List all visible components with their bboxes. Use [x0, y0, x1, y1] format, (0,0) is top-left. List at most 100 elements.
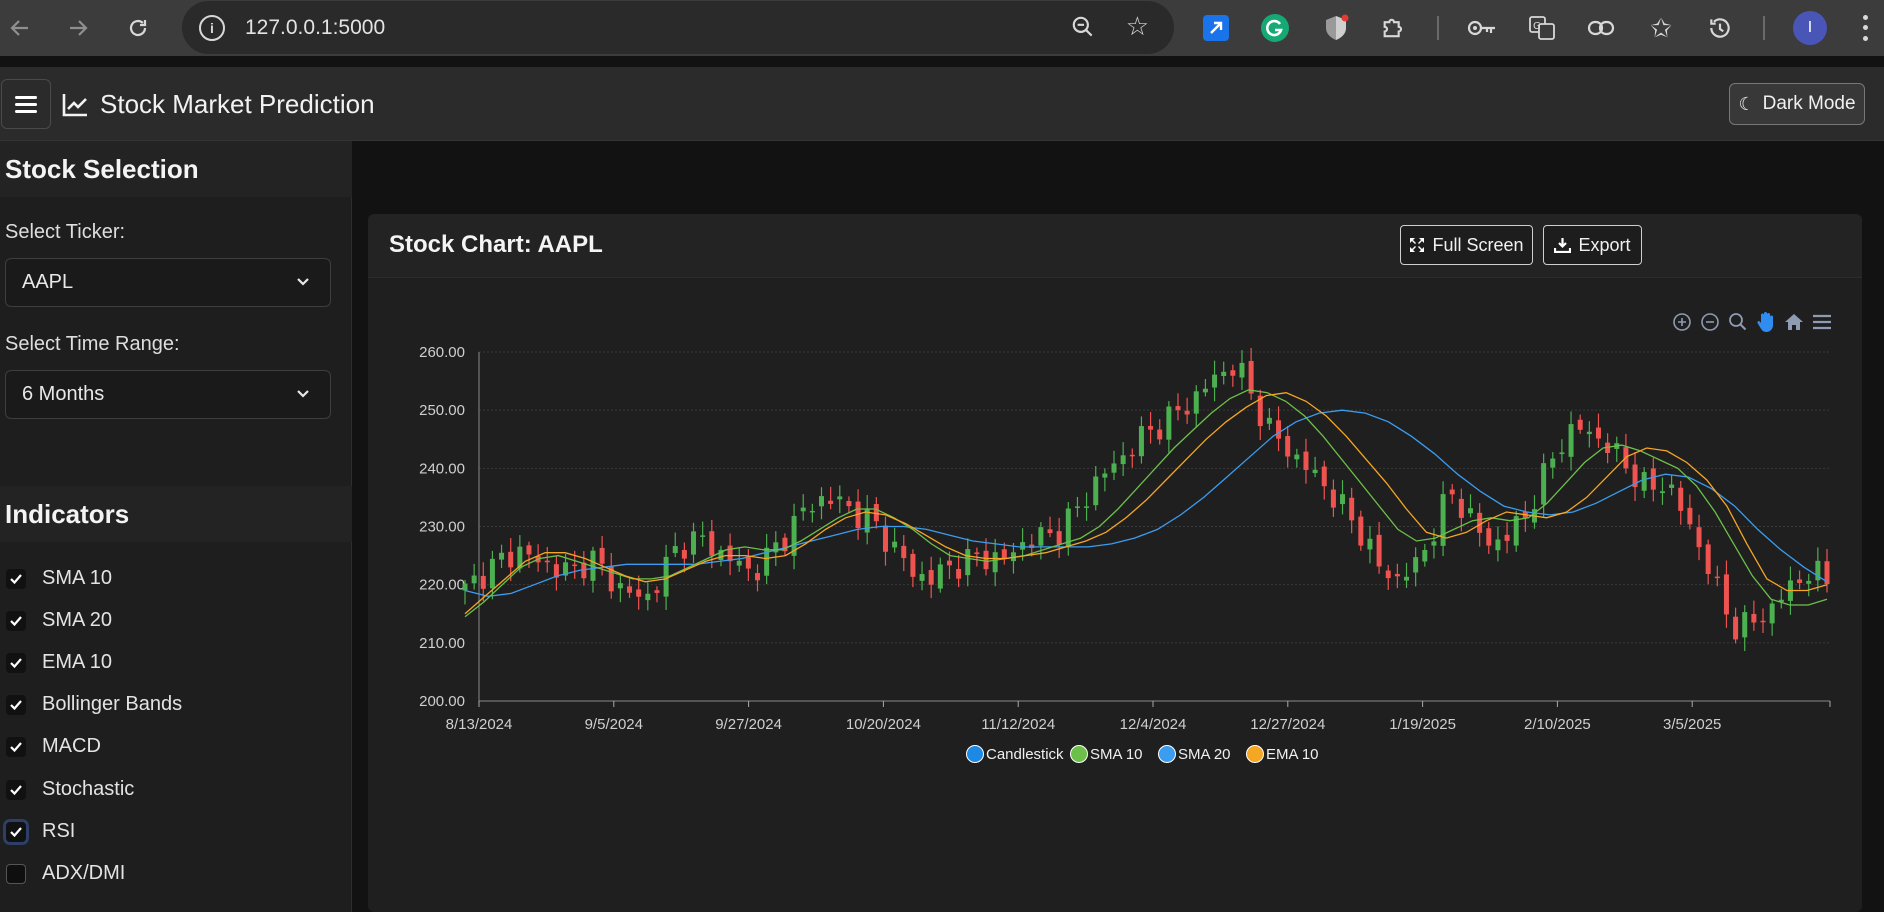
brand[interactable]: Stock Market Prediction [62, 89, 375, 120]
export-button[interactable]: Export [1543, 225, 1642, 265]
candle-body [1687, 507, 1693, 525]
grammarly-icon[interactable] [1259, 12, 1291, 44]
site-info-icon[interactable]: i [199, 14, 225, 41]
candle-body [1751, 613, 1757, 623]
back-button[interactable] [0, 8, 40, 48]
indicator-label: RSI [42, 820, 76, 842]
x-tick-label: 9/27/2024 [715, 716, 782, 733]
candle-body [462, 583, 468, 591]
forward-button[interactable] [58, 8, 98, 48]
checkbox-bollinger[interactable] [6, 694, 26, 715]
candle-body [1678, 487, 1684, 511]
checkmark-icon [10, 657, 22, 668]
link-icon[interactable] [1585, 12, 1617, 44]
candle-body [1020, 542, 1026, 550]
candle-body [1193, 391, 1199, 414]
indicator-ema10[interactable]: EMA 10 [6, 651, 112, 674]
candle-body [617, 583, 623, 589]
reset-home-icon[interactable] [1783, 311, 1805, 333]
indicators-title: Indicators [0, 486, 352, 542]
candle-body [1303, 451, 1309, 470]
candle-body [1559, 452, 1565, 455]
checkmark-icon [10, 699, 22, 710]
checkbox-ema10[interactable] [6, 652, 26, 673]
candle-body [1166, 406, 1172, 440]
favorites-icon[interactable]: ✩ [1650, 12, 1672, 43]
chart-menu-icon[interactable] [1811, 311, 1833, 333]
candle-body [1074, 506, 1080, 508]
url-text[interactable]: 127.0.0.1:5000 [245, 15, 386, 39]
candle-body [755, 573, 761, 581]
browser-toolbar: i 127.0.0.1:5000 ☆ G ✩ I [0, 0, 1884, 56]
candle-body [691, 531, 697, 555]
indicator-macd[interactable]: MACD [6, 735, 101, 758]
ticker-select[interactable]: AAPL [5, 258, 331, 307]
y-tick-label: 260.00 [419, 344, 465, 361]
candle-body [526, 545, 532, 555]
ticker-value: AAPL [22, 271, 74, 293]
checkbox-sma10[interactable] [6, 568, 26, 589]
candle-body [1349, 497, 1355, 521]
history-icon[interactable] [1704, 12, 1736, 44]
time-range-select[interactable]: 6 Months [5, 370, 331, 419]
candle-body [1047, 529, 1053, 534]
chart-card-header: Stock Chart: AAPL Full Screen Export [368, 214, 1862, 278]
y-tick-label: 240.00 [419, 460, 465, 477]
x-tick-label: 1/19/2025 [1389, 716, 1456, 733]
zoom-out-icon[interactable] [1699, 311, 1721, 333]
indicator-label: ADX/DMI [42, 862, 126, 884]
dark-mode-button[interactable]: ☾ Dark Mode [1729, 83, 1865, 125]
shield-extension-icon[interactable] [1320, 12, 1352, 44]
candle-body [553, 564, 559, 578]
indicator-sma10[interactable]: SMA 10 [6, 567, 112, 590]
extensions-puzzle-icon[interactable] [1378, 12, 1410, 44]
indicator-bollinger[interactable]: Bollinger Bands [6, 693, 182, 716]
candle-body [1312, 469, 1318, 474]
candle-body [1742, 612, 1748, 638]
candle-body [1714, 576, 1720, 579]
candle-body [837, 496, 843, 500]
checkbox-stochastic[interactable] [6, 779, 26, 800]
bookmark-star-icon[interactable]: ☆ [1125, 11, 1149, 41]
candle-body [1157, 429, 1163, 440]
checkbox-macd[interactable] [6, 736, 26, 757]
chart-toolbar [1671, 311, 1833, 333]
candlestick-chart[interactable]: 200.00 210.00 220.00 230.00 240.00 250.00 260.… [368, 298, 1862, 838]
reload-button[interactable] [118, 8, 158, 48]
candle-body [1001, 549, 1007, 559]
indicator-adx-dmi[interactable]: ADX/DMI [6, 862, 125, 885]
full-screen-button[interactable]: Full Screen [1400, 225, 1533, 265]
checkbox-rsi[interactable] [6, 821, 26, 842]
indicator-stochastic[interactable]: Stochastic [6, 778, 134, 801]
menu-toggle-button[interactable] [1, 79, 51, 129]
password-key-icon[interactable] [1466, 12, 1498, 44]
candle-body [563, 562, 569, 576]
candle-body [1824, 561, 1830, 585]
browser-menu-icon[interactable] [1862, 12, 1868, 44]
profile-avatar[interactable]: I [1793, 11, 1827, 45]
stock-selection-title: Stock Selection [0, 141, 352, 197]
candle-body [654, 590, 660, 593]
zoom-in-icon[interactable] [1671, 311, 1693, 333]
candle-body [1468, 508, 1474, 514]
pan-hand-icon[interactable] [1755, 311, 1777, 333]
x-tick-label: 10/20/2024 [846, 716, 921, 733]
address-bar[interactable]: i 127.0.0.1:5000 ☆ [182, 1, 1174, 54]
checkbox-adx-dmi[interactable] [6, 863, 26, 884]
indicator-rsi[interactable]: RSI [6, 820, 75, 843]
candle-body [1760, 620, 1766, 623]
zoom-out-icon[interactable] [1070, 14, 1096, 45]
x-tick-label: 2/10/2025 [1524, 716, 1591, 733]
candle-body [983, 550, 989, 570]
chart-card: Stock Chart: AAPL Full Screen Export 200… [368, 214, 1862, 912]
extension-external-link-icon[interactable] [1200, 12, 1232, 44]
candle-body [1541, 463, 1547, 505]
candle-body [1815, 560, 1821, 581]
indicator-label: SMA 10 [42, 567, 113, 589]
indicator-sma20[interactable]: SMA 20 [6, 609, 112, 632]
translate-icon[interactable]: G [1526, 12, 1558, 44]
candle-body [764, 547, 770, 576]
toolbar-divider [1763, 16, 1765, 40]
selection-zoom-icon[interactable] [1727, 311, 1749, 333]
checkbox-sma20[interactable] [6, 610, 26, 631]
